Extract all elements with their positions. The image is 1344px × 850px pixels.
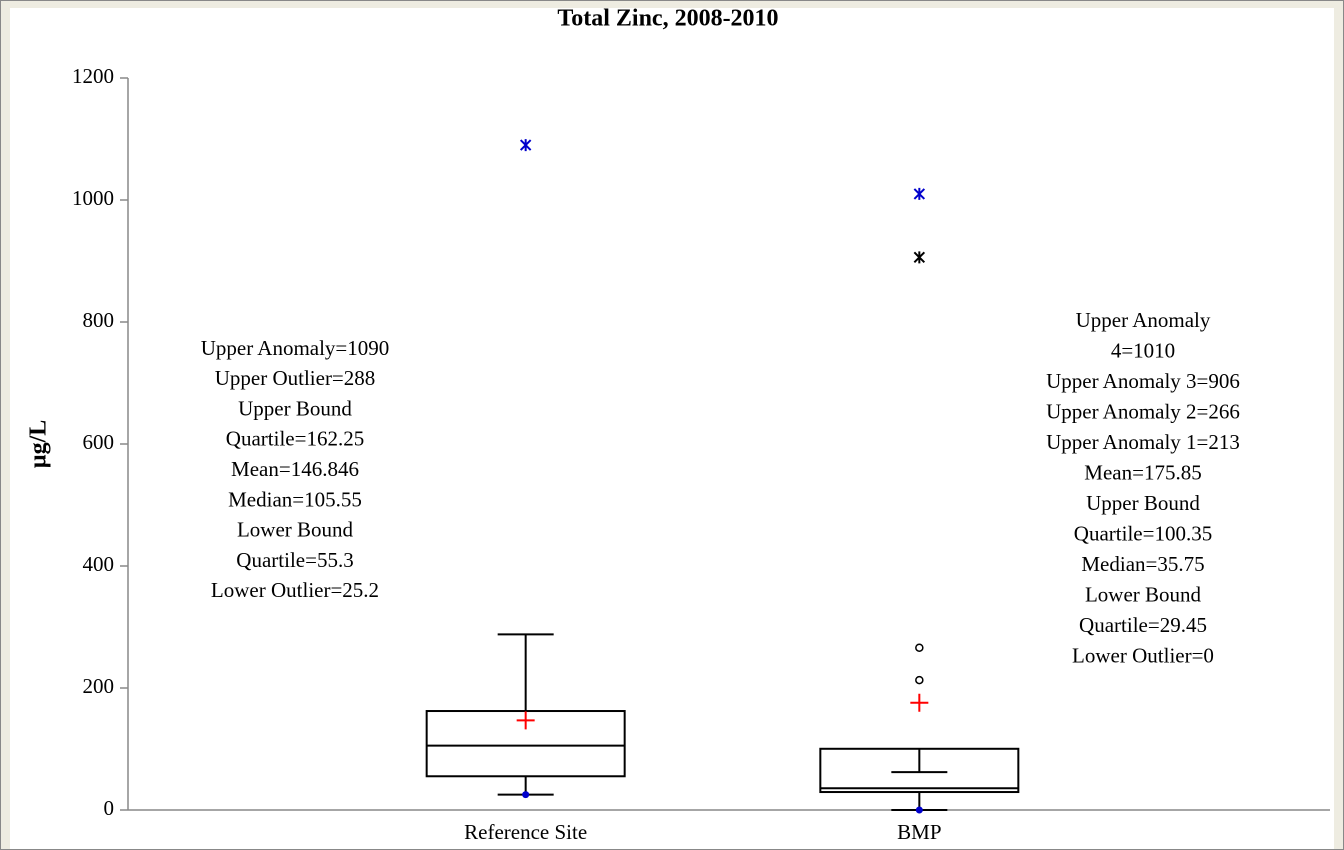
annotation: Quartile=162.25: [226, 427, 364, 451]
chart-area: [10, 8, 1334, 850]
annotation: Upper Bound: [238, 396, 352, 420]
annotation: Upper Anomaly: [1076, 308, 1211, 332]
annotation: Upper Anomaly 3=906: [1046, 369, 1240, 393]
chart-title: Total Zinc, 2008-2010: [557, 6, 778, 32]
annotation: Median=35.75: [1081, 552, 1204, 576]
y-tick-label: 600: [83, 430, 115, 454]
min-marker: [522, 791, 530, 799]
annotation: Lower Bound: [1085, 582, 1202, 606]
annotation: Quartile=29.45: [1079, 613, 1207, 637]
y-tick-label: 1000: [72, 186, 114, 210]
x-tick-label: BMP: [897, 820, 941, 844]
annotation: Upper Anomaly 1=213: [1046, 430, 1240, 454]
max-marker: [913, 187, 926, 200]
box: [819, 747, 1020, 794]
y-tick-label: 1200: [72, 64, 114, 88]
annotation: Mean=175.85: [1084, 460, 1201, 484]
annotation: 4=1010: [1111, 338, 1175, 362]
y-tick-label: 800: [83, 308, 115, 332]
y-axis-label: µg/L: [26, 420, 52, 469]
mean-marker: [910, 693, 929, 712]
annotation: Mean=146.846: [231, 457, 359, 481]
annotation: Upper Bound: [1086, 491, 1200, 515]
annotation: Upper Anomaly 2=266: [1046, 399, 1240, 423]
annotation: Lower Outlier=25.2: [211, 578, 379, 602]
y-tick-label: 400: [83, 552, 115, 576]
annotation: Lower Bound: [237, 518, 354, 542]
annotation: Median=105.55: [228, 487, 362, 511]
anomaly: [913, 251, 926, 264]
outlier: [915, 675, 924, 685]
max-marker: [519, 139, 532, 152]
annotation: Lower Outlier=0: [1072, 643, 1214, 667]
y-tick-label: 200: [83, 674, 115, 698]
mean-marker: [516, 711, 535, 730]
annotation: Upper Anomaly=1090: [201, 336, 390, 360]
y-tick-label: 0: [104, 796, 115, 820]
x-tick-label: Reference Site: [464, 820, 587, 844]
min-marker: [915, 806, 923, 814]
box: [425, 710, 626, 778]
annotation: Quartile=100.35: [1074, 521, 1212, 545]
annotation: Quartile=55.3: [236, 548, 353, 572]
annotation: Upper Outlier=288: [215, 366, 376, 390]
outlier: [915, 643, 924, 652]
